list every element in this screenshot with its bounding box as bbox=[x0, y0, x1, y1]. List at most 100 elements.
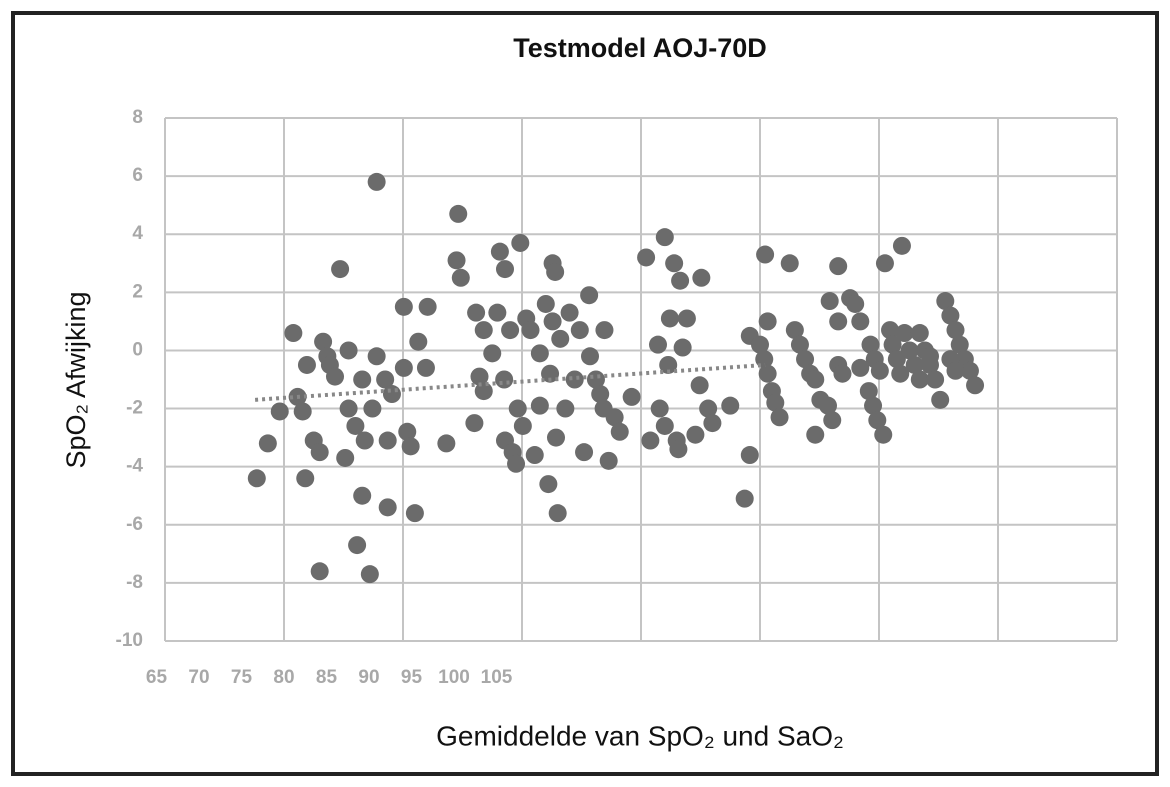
data-point bbox=[823, 411, 842, 430]
data-point bbox=[649, 335, 667, 354]
data-point bbox=[539, 475, 558, 494]
data-point bbox=[870, 361, 889, 380]
data-point bbox=[521, 321, 540, 340]
data-point bbox=[382, 385, 401, 404]
y-axis-label: SpO₂ Afwijking bbox=[61, 291, 91, 468]
data-point bbox=[336, 448, 355, 467]
data-point bbox=[892, 236, 911, 255]
data-point bbox=[474, 382, 493, 401]
data-point bbox=[946, 361, 965, 380]
data-point bbox=[721, 396, 740, 415]
data-point bbox=[874, 425, 893, 444]
data-point bbox=[409, 332, 428, 351]
data-point bbox=[655, 228, 674, 247]
data-point bbox=[740, 446, 759, 465]
data-point bbox=[910, 370, 929, 389]
y-tick-label: 6 bbox=[132, 165, 143, 186]
data-point bbox=[310, 443, 329, 462]
data-point bbox=[851, 312, 870, 331]
y-tick-label: -4 bbox=[126, 456, 143, 477]
data-point bbox=[846, 294, 865, 313]
data-point bbox=[758, 312, 777, 331]
data-point bbox=[258, 434, 277, 453]
data-point bbox=[677, 309, 696, 328]
data-point bbox=[405, 504, 424, 523]
data-point bbox=[751, 335, 769, 354]
data-point bbox=[868, 411, 887, 430]
data-point bbox=[490, 242, 509, 261]
data-point bbox=[551, 329, 570, 348]
data-point bbox=[310, 562, 329, 581]
data-point bbox=[851, 358, 870, 377]
data-point bbox=[530, 396, 549, 415]
y-tick-label: -8 bbox=[126, 572, 143, 593]
x-tick-label: 105 bbox=[481, 667, 513, 688]
data-point bbox=[331, 260, 350, 279]
data-point bbox=[820, 292, 839, 311]
data-point bbox=[353, 486, 372, 505]
y-tick-label: 0 bbox=[132, 339, 143, 360]
data-point bbox=[756, 245, 775, 264]
x-axis-label: Gemiddelde van SpO₂ und SaO₂ bbox=[436, 720, 844, 751]
data-point bbox=[437, 434, 456, 453]
data-point bbox=[488, 303, 507, 322]
data-point bbox=[513, 416, 532, 435]
data-point bbox=[671, 271, 690, 290]
data-point bbox=[508, 399, 527, 418]
data-point bbox=[501, 321, 520, 340]
data-point bbox=[467, 303, 486, 322]
data-point bbox=[655, 416, 674, 435]
data-point bbox=[297, 355, 316, 374]
data-point bbox=[637, 248, 656, 267]
data-point bbox=[580, 286, 599, 305]
data-point bbox=[703, 414, 722, 433]
data-point bbox=[284, 324, 303, 343]
data-point bbox=[669, 440, 688, 459]
data-point bbox=[378, 498, 397, 517]
data-point bbox=[941, 306, 960, 325]
data-point bbox=[610, 422, 629, 441]
x-tick-label: 85 bbox=[316, 667, 338, 688]
data-point bbox=[605, 408, 624, 427]
data-point bbox=[418, 297, 437, 316]
data-point bbox=[339, 399, 358, 418]
data-point bbox=[766, 393, 785, 412]
data-point bbox=[394, 297, 413, 316]
data-point bbox=[829, 312, 848, 331]
data-point bbox=[665, 254, 684, 273]
data-point bbox=[833, 364, 852, 383]
data-point bbox=[346, 416, 365, 435]
data-point bbox=[921, 347, 939, 366]
x-tick-label: 70 bbox=[188, 667, 209, 688]
data-point bbox=[960, 361, 979, 380]
data-point bbox=[339, 341, 358, 360]
data-point bbox=[686, 425, 705, 444]
data-point bbox=[966, 376, 985, 395]
data-point bbox=[398, 422, 417, 441]
data-point bbox=[881, 321, 900, 340]
data-point bbox=[829, 257, 848, 276]
data-point bbox=[735, 489, 754, 508]
data-point bbox=[270, 402, 289, 421]
data-point bbox=[536, 294, 555, 313]
data-point bbox=[543, 312, 562, 331]
data-point bbox=[599, 451, 618, 470]
data-point bbox=[931, 390, 950, 409]
data-point bbox=[926, 370, 945, 389]
y-tick-label: 4 bbox=[132, 223, 143, 244]
data-point bbox=[546, 262, 565, 281]
y-tick-label: -2 bbox=[126, 398, 143, 419]
data-point bbox=[496, 260, 514, 279]
data-point bbox=[785, 321, 804, 340]
data-point bbox=[758, 364, 777, 383]
data-point bbox=[806, 370, 825, 389]
data-point bbox=[861, 335, 880, 354]
data-point bbox=[293, 402, 312, 421]
data-point bbox=[595, 321, 614, 340]
data-point bbox=[548, 504, 567, 523]
data-point bbox=[378, 431, 397, 450]
data-point bbox=[348, 536, 367, 555]
data-point bbox=[895, 324, 914, 343]
data-point bbox=[547, 428, 565, 447]
